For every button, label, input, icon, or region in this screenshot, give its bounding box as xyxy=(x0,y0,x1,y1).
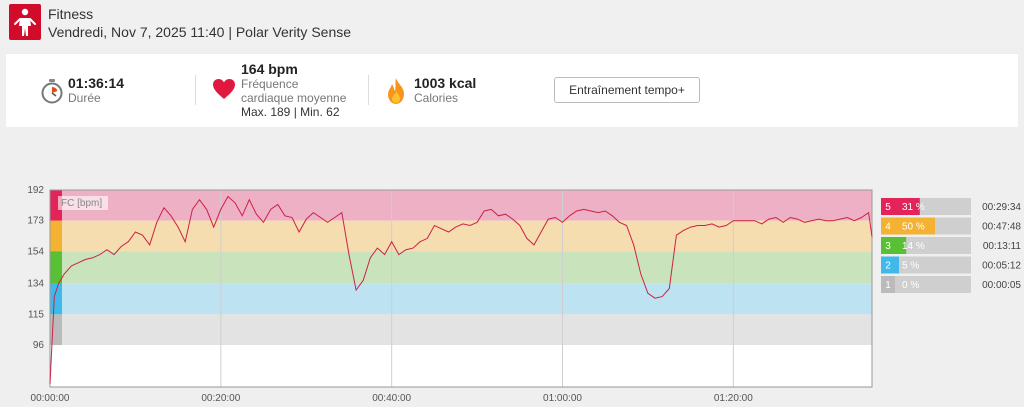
zone-2-marker xyxy=(50,283,62,315)
training-benefit-button[interactable]: Entraînement tempo+ xyxy=(554,77,700,103)
x-tick-label: 00:00:00 xyxy=(31,393,70,404)
zone-2-time: 00:05:12 xyxy=(982,261,1021,272)
zone-5-number: 5 xyxy=(885,202,891,213)
legend-label: FC [bpm] xyxy=(61,198,102,209)
zone-3-band xyxy=(50,251,872,284)
zone-3-percent: 14 % xyxy=(902,241,925,252)
divider xyxy=(368,75,369,105)
calories-value: 1003 kcal xyxy=(414,75,477,91)
session-subtitle: Vendredi, Nov 7, 2025 11:40 | Polar Veri… xyxy=(48,24,352,40)
zone-4-band xyxy=(50,220,872,252)
zone-2-band xyxy=(50,283,872,315)
divider xyxy=(195,75,196,105)
zone-3-percent-bar xyxy=(895,237,907,254)
zone-1-number: 1 xyxy=(885,280,891,291)
zone-5-band xyxy=(50,190,872,221)
zone-3-number: 3 xyxy=(885,241,891,252)
heart-rate-label-line2: cardiaque moyenne xyxy=(241,91,347,105)
zone-5-percent: 31 % xyxy=(902,202,925,213)
zone-4-number-box xyxy=(881,217,895,235)
heart-rate-label-line1: Fréquence xyxy=(241,77,299,91)
y-tick-label: 134 xyxy=(27,279,44,290)
zone-1-band xyxy=(50,314,872,346)
heart-rate-value: 164 bpm xyxy=(241,61,298,77)
calories-label: Calories xyxy=(414,91,459,105)
fitness-person-icon xyxy=(9,4,41,40)
zone-1-row-bg xyxy=(881,276,971,293)
zone-5-percent-bar xyxy=(895,198,920,215)
x-tick-label: 01:20:00 xyxy=(714,393,753,404)
zone-4-percent: 50 % xyxy=(902,222,925,233)
zone-1-time: 00:00:05 xyxy=(982,280,1021,291)
zone-5-time: 00:29:34 xyxy=(982,202,1021,213)
heart-rate-line xyxy=(49,195,873,384)
stopwatch-icon xyxy=(41,79,63,104)
plot-frame xyxy=(49,189,873,388)
x-tick-label: 00:40:00 xyxy=(372,393,411,404)
duration-label: Durée xyxy=(68,91,101,105)
zone-4-time: 00:47:48 xyxy=(982,222,1021,233)
heart-rate-minmax: Max. 189 | Min. 62 xyxy=(241,105,340,119)
heart-icon xyxy=(213,79,235,99)
zone-4-marker xyxy=(50,220,62,252)
zone-3-marker xyxy=(50,251,62,284)
zone-2-number-box xyxy=(881,256,895,274)
y-tick-label: 173 xyxy=(27,216,44,227)
zone-3-number-box xyxy=(881,237,895,254)
zone-5-number-box xyxy=(881,198,895,215)
legend-box xyxy=(58,196,108,210)
duration-value: 01:36:14 xyxy=(68,75,125,91)
zone-2-row-bg xyxy=(881,256,971,274)
zone-2-percent: 5 % xyxy=(902,261,919,272)
sport-name: Fitness xyxy=(48,6,94,22)
zone-4-percent-bar xyxy=(895,217,935,235)
y-tick-label: 115 xyxy=(28,309,44,320)
zone-2-number: 2 xyxy=(885,261,891,272)
zone-4-number: 4 xyxy=(885,222,891,233)
y-tick-label: 96 xyxy=(33,340,45,351)
zone-2-percent-bar xyxy=(895,256,899,274)
zone-1-percent: 0 % xyxy=(902,280,919,291)
x-tick-label: 01:00:00 xyxy=(543,393,582,404)
zone-3-time: 00:13:11 xyxy=(983,241,1022,252)
activity-header: Fitness Vendredi, Nov 7, 2025 11:40 | Po… xyxy=(0,0,1024,48)
y-tick-label: 154 xyxy=(27,246,44,257)
x-tick-label: 00:20:00 xyxy=(201,393,240,404)
flame-icon xyxy=(388,78,404,104)
zone-1-number-box xyxy=(881,276,895,293)
y-tick-label: 192 xyxy=(27,185,44,196)
summary-card: 01:36:14 Durée 164 bpm Fréquence cardiaq… xyxy=(6,54,1018,127)
